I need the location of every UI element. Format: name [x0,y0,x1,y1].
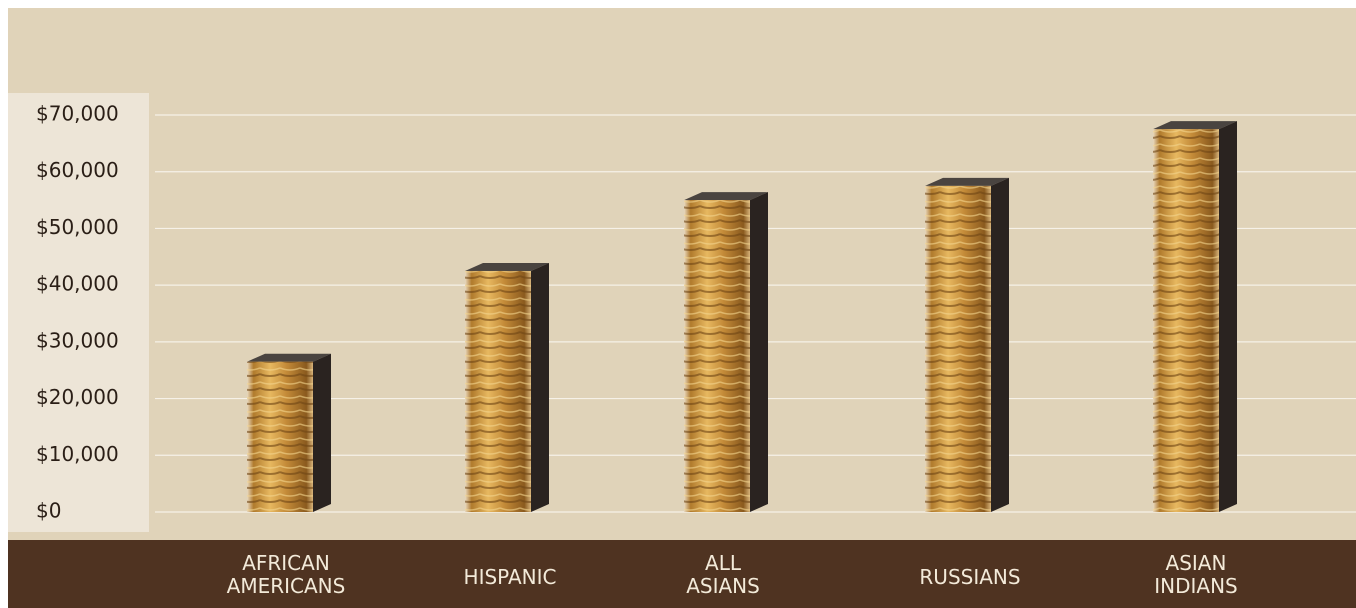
bar [925,177,1009,512]
axis-panel [8,93,149,532]
bar [1153,121,1237,512]
y-tick-label: $20,000 [36,385,119,409]
y-tick-label: $30,000 [36,328,119,352]
x-tick-label: ASIAN INDIANS [1154,551,1238,598]
bar [684,192,768,513]
bar [247,353,331,512]
y-tick-label: $60,000 [36,158,119,182]
plot-background [8,8,1356,540]
y-tick-label: $40,000 [36,272,119,296]
y-tick-label: $0 [36,499,61,523]
x-tick-label: HISPANIC [463,565,557,589]
bar [465,262,549,512]
y-tick-label: $50,000 [36,215,119,239]
x-tick-label: AFRICAN AMERICANS [226,551,346,598]
x-tick-label: RUSSIANS [919,565,1021,589]
category-band [8,540,1356,608]
y-tick-label: $10,000 [36,442,119,466]
x-tick-label: ALL ASIANS [686,551,760,598]
y-tick-label: $70,000 [36,102,119,126]
